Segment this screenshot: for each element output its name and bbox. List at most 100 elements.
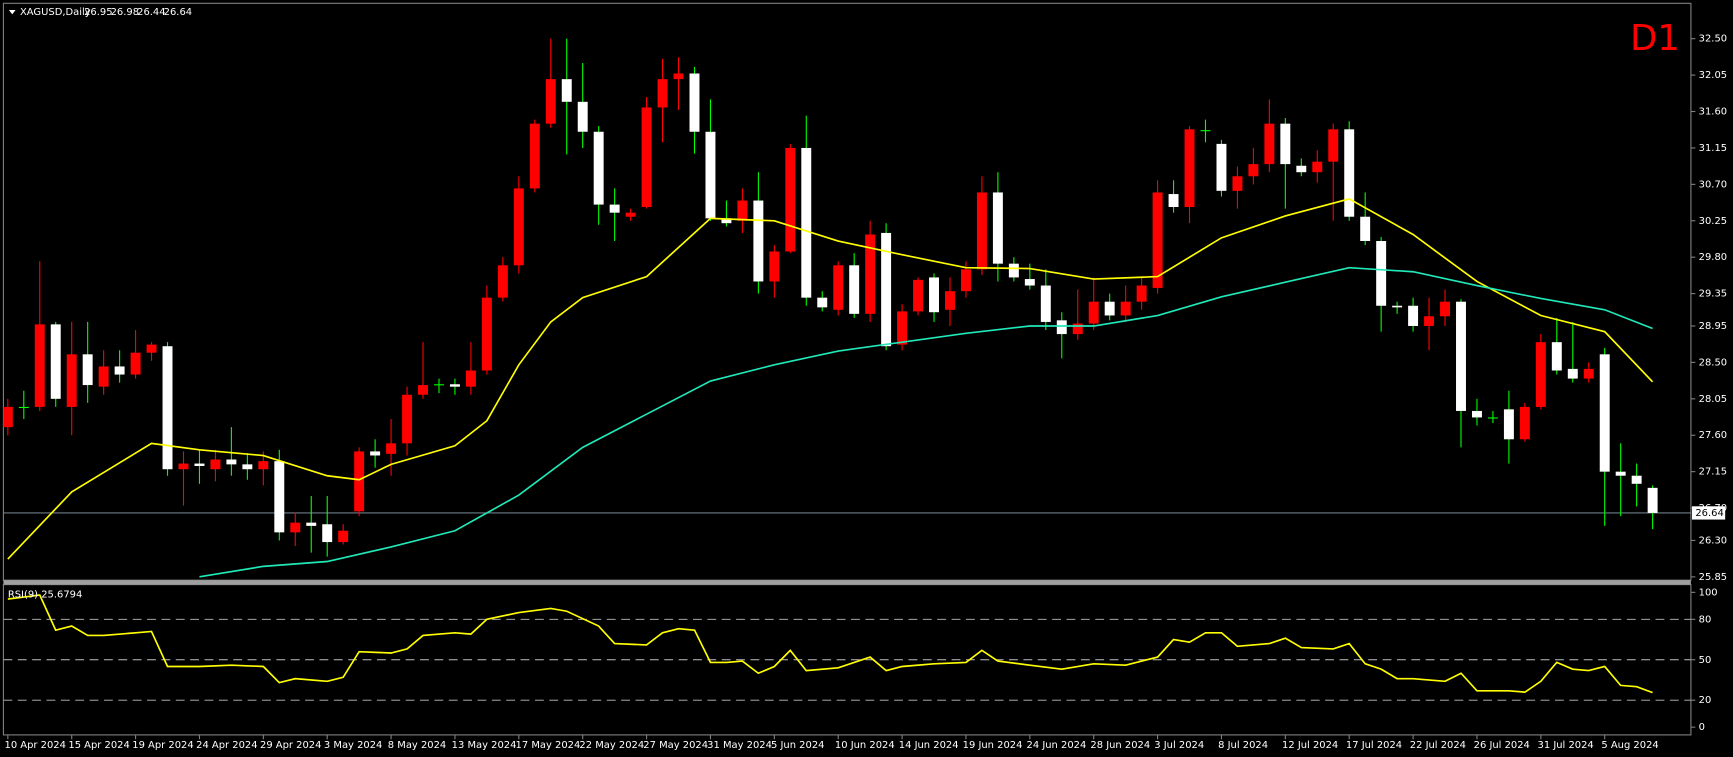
candle-body [976, 192, 987, 270]
x-tick-label: 17 May 2024 [516, 740, 581, 751]
candle-body [1408, 305, 1419, 326]
quote-value: 26.64 [164, 7, 192, 18]
x-tick-label: 8 Jul 2024 [1218, 740, 1268, 751]
candle-body [1392, 305, 1403, 308]
candle-body [1136, 285, 1147, 302]
candle-body [242, 464, 253, 470]
candle-body [481, 297, 492, 371]
y-tick-label: 29.80 [1699, 252, 1727, 263]
candle-body [753, 200, 764, 282]
candle-body [561, 79, 572, 102]
candle-body [1168, 194, 1179, 208]
candle-body [689, 73, 700, 132]
candle-body [1456, 301, 1466, 411]
last-price-label: 26.64 [1695, 508, 1723, 519]
candle-body [1535, 342, 1546, 407]
y-tick-label: 32.50 [1699, 34, 1727, 45]
candle-body [1264, 123, 1275, 165]
candle-body [1551, 342, 1562, 371]
candle-body [833, 265, 844, 310]
x-tick-label: 3 Jul 2024 [1154, 740, 1204, 751]
y-tick-label: 0 [1699, 722, 1705, 733]
candle-body [657, 79, 668, 108]
candle-body [162, 346, 173, 470]
candle-body [849, 265, 860, 314]
candle-body [418, 385, 428, 395]
candle-body [641, 107, 652, 208]
candle-body [34, 324, 45, 407]
x-tick-label: 22 Jul 2024 [1410, 740, 1466, 751]
candle-body [402, 394, 413, 444]
quote-value: 26.98 [111, 7, 139, 18]
candle-body [1583, 368, 1594, 379]
y-tick-label: 100 [1699, 587, 1718, 598]
rsi-line [7, 594, 1653, 694]
candle-body [497, 265, 508, 298]
candle-body [18, 406, 29, 409]
candle-body [82, 354, 93, 386]
candle-body [529, 123, 540, 189]
y-tick-label: 31.15 [1699, 143, 1727, 154]
candle-body [449, 384, 460, 387]
candle-body [1344, 129, 1355, 217]
x-tick-label: 19 Apr 2024 [132, 740, 193, 751]
candle-body [290, 522, 301, 533]
y-tick-label: 27.60 [1699, 430, 1727, 441]
candle-body [50, 324, 61, 399]
x-tick-label: 12 Jul 2024 [1282, 740, 1338, 751]
candle-body [913, 279, 924, 312]
quote-value: 26.95 [84, 7, 112, 18]
candle-body [1328, 129, 1339, 162]
x-tick-label: 27 May 2024 [643, 740, 708, 751]
candle-body [66, 354, 77, 407]
y-tick-label: 29.35 [1699, 289, 1727, 300]
candle-body [210, 459, 221, 470]
candle-body [1184, 129, 1195, 208]
candle-body [1471, 410, 1482, 418]
y-tick-label: 20 [1699, 695, 1712, 706]
candle-body [1631, 475, 1642, 484]
candle-body [1296, 165, 1307, 173]
candle-body [1424, 316, 1435, 326]
candle-body [1312, 161, 1323, 173]
x-tick-label: 15 Apr 2024 [68, 740, 129, 751]
candle-body [1152, 192, 1163, 288]
candle-body [1088, 301, 1099, 324]
candle-body [721, 218, 732, 224]
candle-body [178, 463, 189, 470]
candle-body [434, 384, 444, 386]
rsi-title: RSI(9) 25.6794 [8, 590, 82, 601]
y-tick-label: 32.05 [1699, 70, 1727, 81]
last-price-box [1692, 506, 1726, 520]
candle-body [865, 234, 876, 314]
x-tick-label: 28 Jun 2024 [1090, 740, 1150, 751]
candle-body [1024, 279, 1035, 286]
candle-body [1248, 164, 1259, 177]
x-tick-label: 17 Jul 2024 [1346, 740, 1402, 751]
candle-body [705, 131, 716, 219]
candle-body [465, 370, 476, 387]
candle-body [1200, 130, 1211, 132]
candle-body [1216, 143, 1227, 191]
x-tick-label: 10 Jun 2024 [835, 740, 895, 751]
candle-body [370, 451, 381, 456]
candle-body [513, 188, 524, 266]
quote-value: 26.44 [137, 7, 165, 18]
candle-body [881, 232, 892, 347]
candle-body [1040, 285, 1051, 322]
candle-body [386, 443, 397, 454]
candle-body [322, 524, 333, 543]
candle-body [1647, 487, 1658, 513]
candle-body [1615, 471, 1626, 476]
candle-body [737, 200, 748, 221]
candle-body [1280, 123, 1291, 165]
main-panel [3, 38, 1691, 578]
candle-body [929, 277, 939, 313]
symbol-title: XAGUSD,Daily [20, 7, 91, 18]
menu-arrow[interactable] [8, 9, 16, 15]
candle-body [1376, 241, 1387, 306]
x-tick-label: 29 Apr 2024 [260, 740, 321, 751]
candle-body [673, 73, 684, 80]
